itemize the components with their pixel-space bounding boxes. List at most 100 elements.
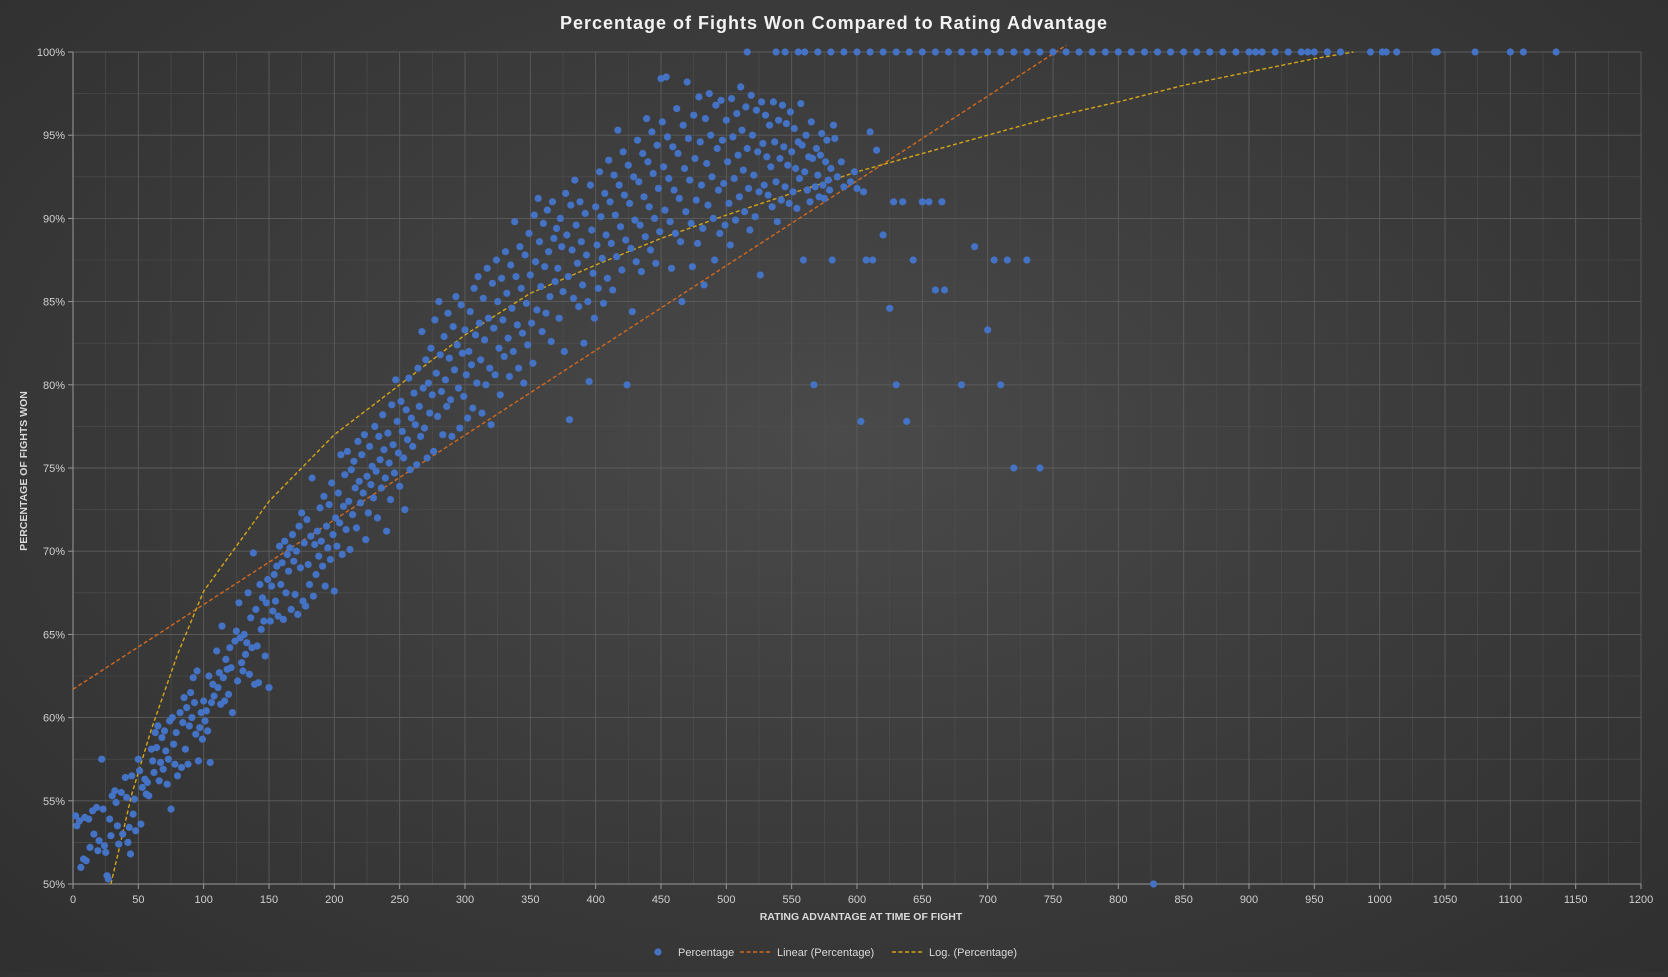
data-point (111, 787, 119, 795)
data-point (339, 502, 348, 510)
data-point (644, 158, 652, 166)
data-point (1393, 48, 1401, 56)
data-point (751, 213, 759, 221)
data-point (129, 810, 137, 818)
data-point (445, 354, 453, 362)
data-point (449, 323, 457, 331)
data-point (691, 154, 699, 163)
data-point (824, 176, 832, 184)
data-point (400, 454, 408, 462)
data-point (228, 709, 236, 717)
x-tick-label: 200 (325, 894, 343, 906)
data-point (518, 329, 527, 337)
data-point (173, 772, 182, 780)
data-point (905, 48, 913, 56)
data-point (106, 815, 114, 823)
data-point (171, 760, 179, 768)
data-point (589, 269, 597, 277)
data-point (840, 48, 848, 56)
legend-item: Log. (Percentage) (892, 947, 1017, 959)
data-point (494, 298, 502, 306)
data-point (918, 48, 926, 56)
data-point (360, 431, 368, 439)
data-point (386, 496, 395, 504)
data-point (741, 208, 749, 216)
data-point (857, 417, 865, 425)
data-point (321, 582, 329, 590)
data-point (705, 90, 713, 98)
data-point (1010, 464, 1018, 472)
data-point (432, 369, 440, 377)
data-point (460, 392, 468, 400)
data-point (193, 667, 201, 675)
data-point (309, 592, 317, 600)
data-point (95, 837, 103, 845)
x-tick-label: 900 (1240, 894, 1258, 906)
y-tick-label: 65% (43, 629, 65, 641)
data-point (258, 594, 267, 602)
x-tick-label: 750 (1044, 894, 1062, 906)
data-point (159, 765, 167, 773)
data-point (631, 216, 639, 224)
data-point (231, 637, 239, 645)
data-point (99, 805, 107, 813)
data-point (646, 246, 655, 254)
data-point (90, 830, 98, 838)
data-point (654, 184, 663, 192)
data-point (474, 273, 482, 281)
data-point (253, 642, 261, 650)
data-point (632, 258, 640, 266)
data-point (1075, 48, 1083, 56)
legend-item: Linear (Percentage) (740, 947, 874, 959)
data-point (281, 537, 289, 545)
data-point (703, 159, 711, 168)
x-tick-label: 550 (782, 894, 800, 906)
data-point (559, 288, 567, 296)
data-point (291, 590, 299, 599)
data-point (283, 550, 291, 559)
data-point (696, 138, 704, 146)
data-point (918, 198, 926, 206)
data-point (746, 226, 754, 234)
data-point (334, 489, 342, 497)
data-point (564, 273, 572, 281)
data-point (290, 557, 298, 565)
data-point (324, 544, 332, 552)
data-point (776, 154, 784, 163)
data-point (520, 379, 528, 387)
data-point (971, 243, 979, 251)
legend: Percentage Linear (Percentage) Log. (Perce… (654, 947, 1017, 959)
data-point (584, 298, 592, 306)
data-point (296, 564, 304, 572)
data-point (731, 216, 740, 224)
data-point (585, 377, 593, 386)
data-point (686, 176, 694, 184)
data-point (132, 827, 140, 835)
data-point (143, 778, 152, 787)
data-point (799, 256, 808, 264)
data-point (775, 116, 783, 124)
data-point (278, 559, 286, 567)
data-point (218, 622, 226, 630)
data-point (697, 181, 706, 189)
data-point (729, 133, 737, 141)
data-point (1049, 48, 1057, 56)
data-point (931, 48, 940, 56)
data-point (298, 509, 306, 517)
data-point (356, 499, 365, 507)
data-point (645, 203, 653, 211)
data-point (168, 714, 176, 722)
data-point (580, 339, 588, 347)
data-point (690, 111, 698, 119)
data-point (721, 221, 729, 229)
data-point (265, 684, 273, 692)
data-point (781, 48, 789, 56)
data-point (554, 264, 562, 272)
data-point (1023, 256, 1031, 264)
data-point (422, 356, 430, 364)
data-point (598, 254, 606, 262)
data-point (658, 118, 666, 126)
data-point (790, 124, 798, 133)
data-point (288, 531, 297, 539)
data-point (701, 115, 710, 123)
